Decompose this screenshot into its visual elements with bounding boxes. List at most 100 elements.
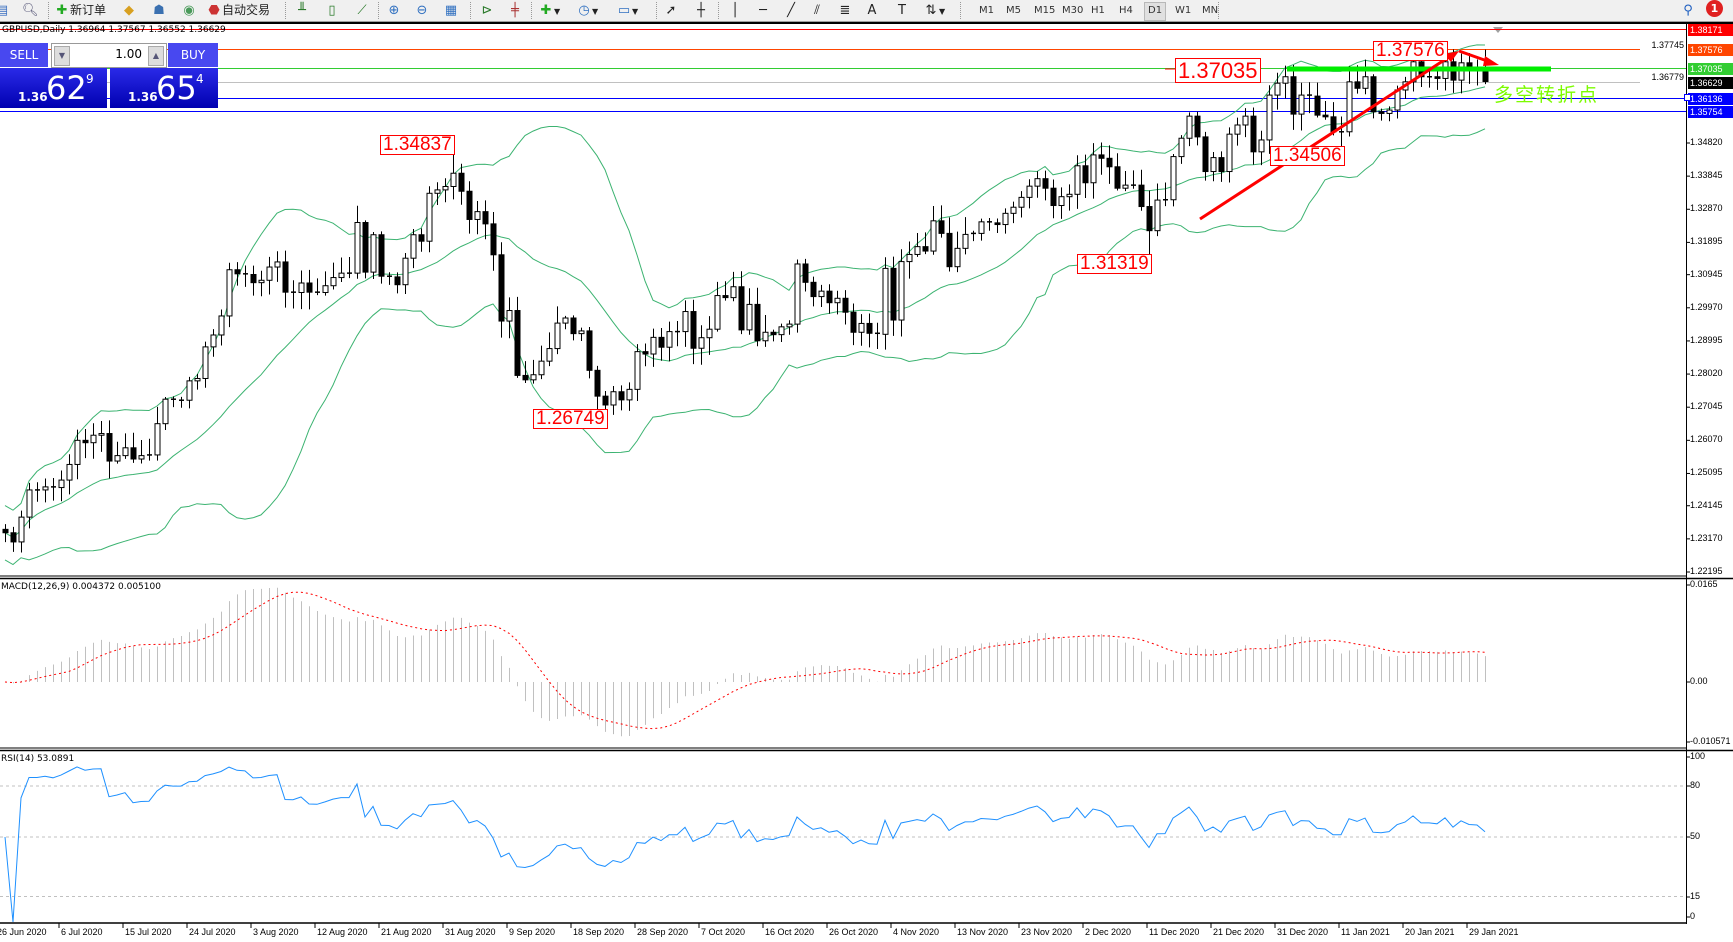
templates-icon[interactable]: ▭ ▼ [617,3,639,18]
turning-point-note[interactable]: 多空转折点 [1494,84,1600,106]
signals-icon[interactable]: ◉ [183,3,195,18]
lot-value[interactable]: 1.00 [115,47,142,61]
zoom-out-icon[interactable]: ⊖ [416,3,428,18]
price-line-handle[interactable] [1684,94,1691,101]
price-label-low[interactable]: 1.26749 [533,409,608,429]
candle [522,361,529,383]
sell-button[interactable]: SELL [0,43,48,68]
toolbar-separator [960,2,961,19]
price-label-low-dec[interactable]: 1.31319 [1077,254,1152,274]
candle [875,322,880,349]
candle [306,269,313,310]
timeframe-mn[interactable]: MN [1202,5,1219,16]
candle-body [58,479,65,489]
zoom-doc-icon[interactable]: 🔍︎ [22,3,39,18]
price-label-pivot[interactable]: 1.37035 [1175,58,1261,83]
candle [234,262,241,286]
toolbar-separator [285,2,286,19]
lot-increase-icon[interactable]: ▲ [148,46,164,66]
channel-icon[interactable]: ⫽ [814,3,820,18]
timeframe-m5[interactable]: M5 [1006,5,1021,16]
auto-scroll-icon[interactable]: ╪ [511,3,519,18]
candle-body [850,311,857,333]
candle [82,428,89,459]
candle [147,438,152,461]
auto-trading-button[interactable]: ⬣ 自动交易 [206,1,270,20]
crosshair-icon[interactable]: ┼ [697,3,705,18]
date-axis-label: 12 Aug 2020 [317,927,368,937]
fibonacci-icon[interactable]: ≣ [839,3,851,18]
timeframe-m30[interactable]: M30 [1062,5,1084,16]
vertical-line-icon[interactable]: │ [731,3,739,18]
text-label-icon[interactable]: T [898,3,906,18]
buy-button[interactable]: BUY [168,43,218,68]
date-axis-label: 2 Dec 2020 [1085,927,1132,937]
price-label-high[interactable]: 1.34837 [380,135,455,155]
bollinger-lower [4,128,1486,566]
rsi-axis-label: 15 [1690,891,1701,901]
periods-icon[interactable]: ◷ ▼ [578,3,599,18]
search-icon[interactable]: ⚲ [1683,3,1693,18]
new-chart-icon[interactable]: ▤ [0,3,9,18]
candle [1218,151,1225,182]
candle [1154,183,1161,237]
timeframe-h1[interactable]: H1 [1091,5,1105,16]
axes-ticks [58,142,1690,928]
candlestick-icon[interactable]: ▯ [328,3,336,18]
sell-price[interactable]: 1.36 62 9 [0,68,107,108]
candle [442,178,449,203]
notification-icon[interactable]: 1 [1706,0,1723,17]
chart-shift-icon[interactable]: ⊳ [481,3,493,18]
tile-icon[interactable]: ▦ [444,3,458,18]
price-label-high-jan[interactable]: 1.37576 [1373,41,1448,61]
timeframe-m1[interactable]: M1 [979,5,994,16]
timeframe-h4[interactable]: H4 [1119,5,1133,16]
candle-body [1234,124,1241,135]
candle-body [866,322,873,334]
timeframe-m15[interactable]: M15 [1034,5,1056,16]
lot-decrease-icon[interactable]: ▼ [54,46,70,66]
macd-signal-line [4,591,1486,730]
horizontal-line-icon[interactable]: ─ [759,3,767,18]
line-chart-icon[interactable]: ⟋ [357,3,367,18]
candle-body [746,303,753,331]
candle [434,182,441,205]
timeframe-w1[interactable]: W1 [1175,5,1192,16]
candle-body [594,369,601,397]
candle-body [794,263,801,325]
candle-body [802,263,809,283]
market-icon[interactable]: ☗ [153,3,165,18]
candle-body [1314,95,1321,116]
candle [1386,106,1393,122]
price-label-low-jan[interactable]: 1.34506 [1270,146,1345,166]
timeframe-d1[interactable]: D1 [1144,2,1167,21]
text-icon[interactable]: A [867,3,877,18]
date-axis-label: 15 Jul 2020 [125,927,172,937]
candle [226,262,233,328]
indicators-icon[interactable]: ✚ ▼ [540,3,561,18]
new-order-button[interactable]: ✚ 新订单 [54,1,106,20]
price-line-label: 1.35754 [1688,105,1733,118]
lot-size-field[interactable]: ▼ 1.00 ▲ [51,43,167,68]
candle [650,328,657,367]
candle [98,420,105,452]
rsi-axis-label: 0 [1690,911,1696,921]
cursor-icon[interactable]: ➚ [665,3,677,18]
buy-price[interactable]: 1.36 65 4 [110,68,218,108]
arrows-icon[interactable]: ⇅ ▼ [925,3,946,18]
candle [1290,65,1297,130]
date-axis-label: 21 Dec 2020 [1213,927,1265,937]
candle [1131,170,1136,189]
candle-body [2,528,9,534]
candle [330,262,337,290]
trendline-icon[interactable]: ╱ [787,3,795,18]
candle-body [1050,187,1057,207]
candle-body [266,266,273,281]
zoom-in-icon[interactable]: ⊕ [388,3,400,18]
bar-chart-icon[interactable]: ╨ [298,3,306,18]
candle-body [770,331,777,336]
candle [315,278,320,296]
metaeditor-icon[interactable]: ◆ [124,3,134,18]
candle [530,359,537,384]
